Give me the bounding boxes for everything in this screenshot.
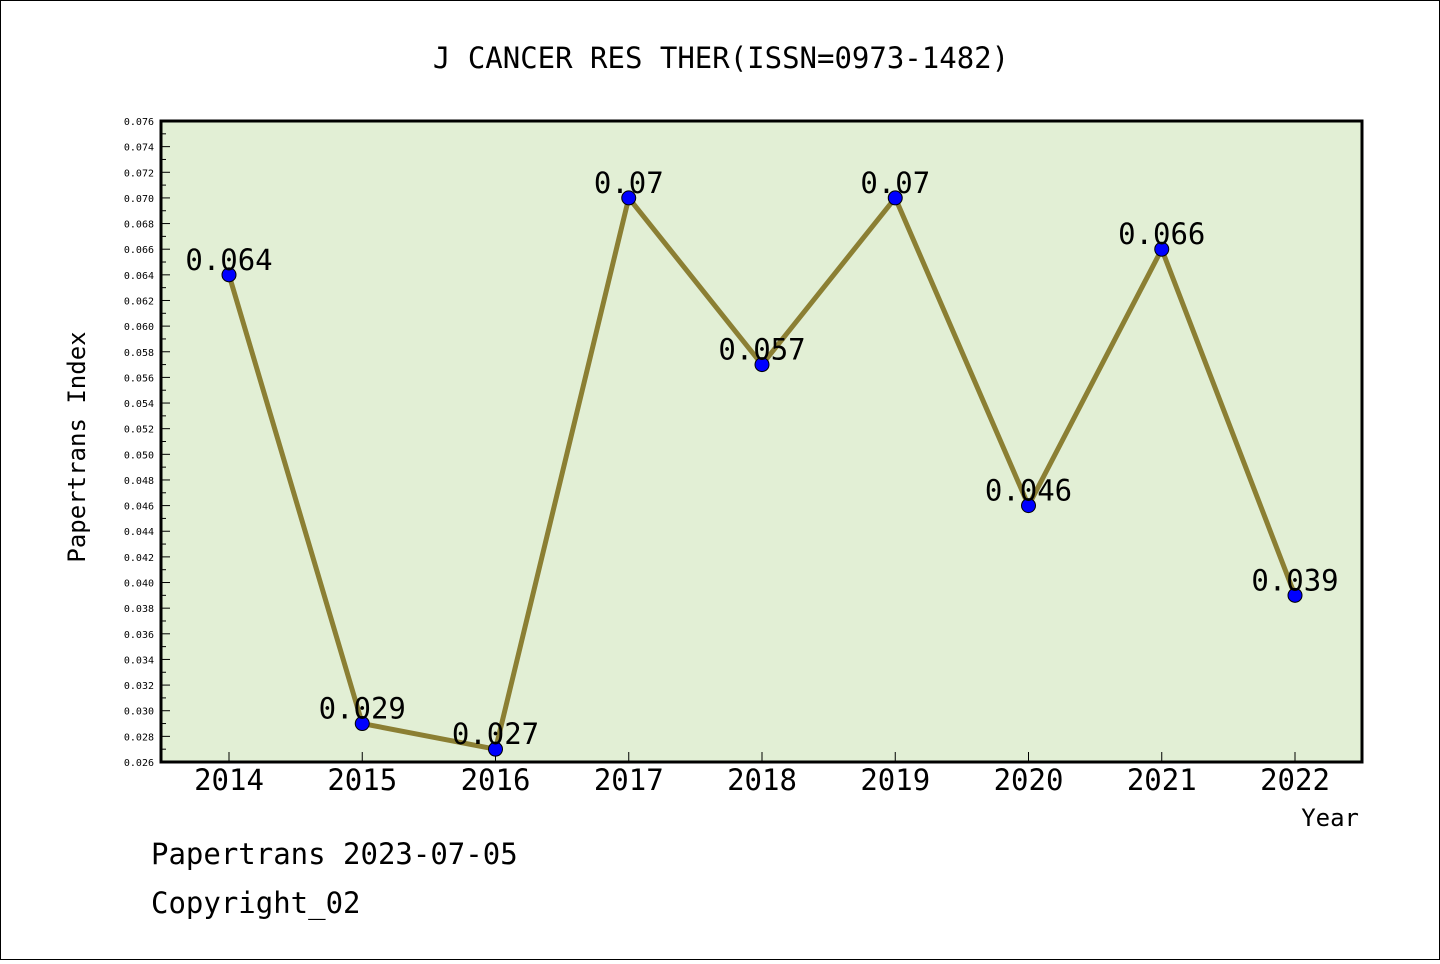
y-tick-label: 0.034 [124, 655, 154, 666]
y-tick-label: 0.028 [124, 732, 154, 743]
x-axis: 2014 2015 2016 2017 2018 2019 2020 2021 2022 [194, 752, 1330, 797]
data-point [221, 267, 237, 283]
data-point [354, 716, 370, 732]
y-tick-label: 0.054 [124, 399, 154, 410]
x-tick-label: 2018 [727, 763, 797, 797]
x-tick-label: 2019 [860, 763, 930, 797]
y-tick-label: 0.042 [124, 553, 154, 564]
x-tick-label: 2015 [327, 763, 397, 797]
x-tick-label: 2014 [194, 763, 264, 797]
data-point [754, 357, 770, 373]
y-tick-label: 0.056 [124, 373, 154, 384]
data-label: 0.039 [1251, 563, 1338, 597]
data-label: 0.057 [718, 333, 805, 367]
x-axis-label: Year [1301, 804, 1359, 832]
y-tick-label: 0.064 [124, 271, 154, 282]
data-label: 0.027 [452, 717, 539, 751]
footer-copyright: Copyright_02 [151, 886, 361, 920]
data-label: 0.07 [860, 166, 930, 200]
plot-border [159, 119, 1364, 764]
y-tick-label: 0.074 [124, 143, 154, 154]
footer-date: Papertrans 2023-07-05 [151, 837, 518, 871]
plot-area [161, 121, 1362, 762]
y-tick-label: 0.052 [124, 425, 154, 436]
x-tick-label: 2022 [1260, 763, 1330, 797]
y-tick-label: 0.030 [124, 707, 154, 718]
y-tick-label: 0.046 [124, 502, 154, 513]
data-label: 0.046 [985, 474, 1072, 508]
y-tick-label: 0.070 [124, 194, 154, 205]
y-tick-label: 0.068 [124, 220, 154, 231]
data-label: 0.029 [319, 692, 406, 726]
y-axis: 0.026 0.028 0.030 0.032 0.034 0.036 0.038 0.040… [124, 117, 170, 769]
y-tick-label: 0.072 [124, 168, 154, 179]
y-tick-label: 0.044 [124, 527, 154, 538]
y-tick-label: 0.032 [124, 681, 154, 692]
y-tick-label: 0.058 [124, 348, 154, 359]
x-tick-label: 2021 [1127, 763, 1197, 797]
x-tick-label: 2017 [594, 763, 664, 797]
y-tick-label: 0.040 [124, 579, 154, 590]
data-point [621, 190, 637, 206]
y-tick-label: 0.066 [124, 245, 154, 256]
chart-title: J CANCER RES THER(ISSN=0973-1482) [433, 41, 1009, 75]
data-point [488, 741, 503, 757]
y-tick-label: 0.048 [124, 476, 154, 487]
data-point [1287, 587, 1303, 603]
y-axis-label: Papertrans Index [63, 331, 91, 562]
y-tick-label: 0.076 [124, 117, 154, 128]
y-tick-label: 0.050 [124, 450, 154, 461]
y-tick-label: 0.036 [124, 630, 154, 641]
x-tick-label: 2020 [994, 763, 1064, 797]
series-group: 0.064 0.029 0.027 0.07 0.057 0.07 0.046 0.066 0.… [185, 166, 1339, 757]
data-point [1021, 498, 1036, 514]
data-label: 0.064 [185, 243, 272, 277]
y-tick-label: 0.026 [124, 758, 154, 769]
x-tick-label: 2016 [461, 763, 531, 797]
data-label: 0.066 [1118, 217, 1205, 251]
y-tick-label: 0.038 [124, 604, 154, 615]
y-tick-label: 0.062 [124, 296, 154, 307]
data-point [1154, 241, 1170, 257]
data-point [887, 190, 903, 206]
y-tick-label: 0.060 [124, 322, 154, 333]
data-label: 0.07 [594, 166, 664, 200]
